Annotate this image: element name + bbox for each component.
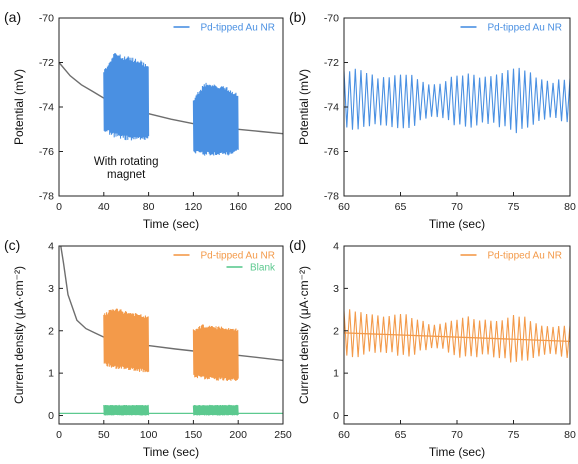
y-tick-label: 4 (48, 241, 54, 253)
panel-b: 60 65 70 75 80 -78 -76 -74 -72 -70 Time (sec) Poten… (289, 9, 576, 231)
y-tick-label: -78 (324, 191, 339, 203)
y-tick-label: 0 (333, 410, 339, 422)
y-tick-label: -72 (39, 57, 54, 69)
plot-area (344, 67, 570, 134)
x-tick-label: 65 (395, 429, 407, 441)
oscillation-burst (103, 53, 150, 141)
x-axis-label: Time (sec) (429, 445, 485, 459)
plot-frame (58, 245, 284, 425)
x-tick-label: 120 (185, 201, 203, 213)
y-tick-label: 2 (333, 325, 339, 337)
x-axis-label: Time (sec) (143, 445, 199, 459)
plot-area (344, 309, 570, 363)
y-axis-label: Current density (μA·cm⁻²) (297, 266, 311, 404)
oscillation-trace (344, 67, 570, 134)
y-axis-label: Current density (μA·cm⁻²) (12, 266, 26, 404)
panel-label: (d) (289, 237, 306, 253)
trend-line (344, 332, 570, 343)
x-tick-label: 80 (564, 429, 576, 441)
x-axis-label: Time (sec) (143, 217, 199, 231)
oscillation-burst (103, 404, 150, 416)
panel-d: 60 65 70 75 80 0 1 2 3 4 Time (sec) Current density… (289, 237, 576, 459)
oscillation-trace (344, 309, 570, 363)
x-tick-label: 50 (98, 429, 110, 441)
y-tick-label: 2 (48, 325, 54, 337)
y-tick-label: 3 (333, 283, 339, 295)
x-tick-label: 150 (185, 429, 203, 441)
y-tick-label: 1 (48, 368, 54, 380)
panel-label: (c) (4, 237, 20, 253)
annotation-text: With rotating (94, 156, 159, 168)
y-tick-label: -72 (324, 57, 339, 69)
plot-frame (58, 17, 284, 197)
baseline-curve (59, 62, 283, 135)
x-tick-label: 80 (143, 201, 155, 213)
x-tick-label: 80 (564, 201, 576, 213)
x-tick-label: 160 (229, 201, 247, 213)
x-tick-label: 100 (140, 429, 158, 441)
y-tick-label: -70 (324, 13, 339, 25)
x-axis-label: Time (sec) (429, 217, 485, 231)
panel-a: 0 40 80 120 160 200 -78 -76 -74 -72 -70 Time (sec) P… (4, 9, 292, 231)
legend-label: Pd-tipped Au NR (488, 251, 563, 262)
x-tick-label: 250 (274, 429, 292, 441)
y-tick-label: -78 (39, 191, 54, 203)
x-tick-label: 0 (56, 201, 62, 213)
panel-c: 0 50 100 150 200 250 0 1 2 3 4 Time (sec) Current de… (4, 237, 292, 459)
oscillation-burst (103, 308, 150, 373)
panel-label: (a) (4, 9, 21, 25)
legend-label: Pd-tipped Au NR (488, 23, 563, 34)
y-tick-label: 3 (48, 283, 54, 295)
x-tick-label: 60 (338, 201, 350, 213)
y-tick-label: 4 (333, 241, 339, 253)
x-tick-label: 70 (451, 201, 463, 213)
plot-frame (343, 17, 571, 197)
y-tick-label: -76 (324, 146, 339, 158)
legend-label: Pd-tipped Au NR (201, 251, 276, 262)
oscillation-burst (192, 324, 239, 382)
legend-label: Blank (250, 263, 276, 274)
legend-label: Pd-tipped Au NR (201, 23, 276, 34)
x-tick-label: 200 (229, 429, 247, 441)
x-tick-label: 200 (274, 201, 292, 213)
oscillation-burst (192, 82, 239, 156)
y-axis-label: Potential (mV) (297, 69, 311, 145)
x-tick-label: 65 (395, 201, 407, 213)
x-tick-label: 60 (338, 429, 350, 441)
x-tick-label: 75 (508, 201, 520, 213)
plot-area (59, 53, 283, 156)
y-tick-label: 0 (48, 410, 54, 422)
y-tick-label: -74 (324, 102, 339, 114)
x-tick-label: 75 (508, 429, 520, 441)
y-tick-label: -76 (39, 146, 54, 158)
y-tick-label: -70 (39, 13, 54, 25)
y-axis-label: Potential (mV) (12, 69, 26, 145)
plot-frame (343, 245, 571, 425)
plot-area (59, 246, 283, 416)
x-tick-label: 40 (98, 201, 110, 213)
x-tick-label: 0 (56, 429, 62, 441)
annotation-text: magnet (107, 169, 146, 181)
oscillation-burst (192, 404, 239, 416)
x-tick-label: 70 (451, 429, 463, 441)
panel-label: (b) (289, 9, 306, 25)
y-tick-label: -74 (39, 102, 54, 114)
y-tick-label: 1 (333, 368, 339, 380)
